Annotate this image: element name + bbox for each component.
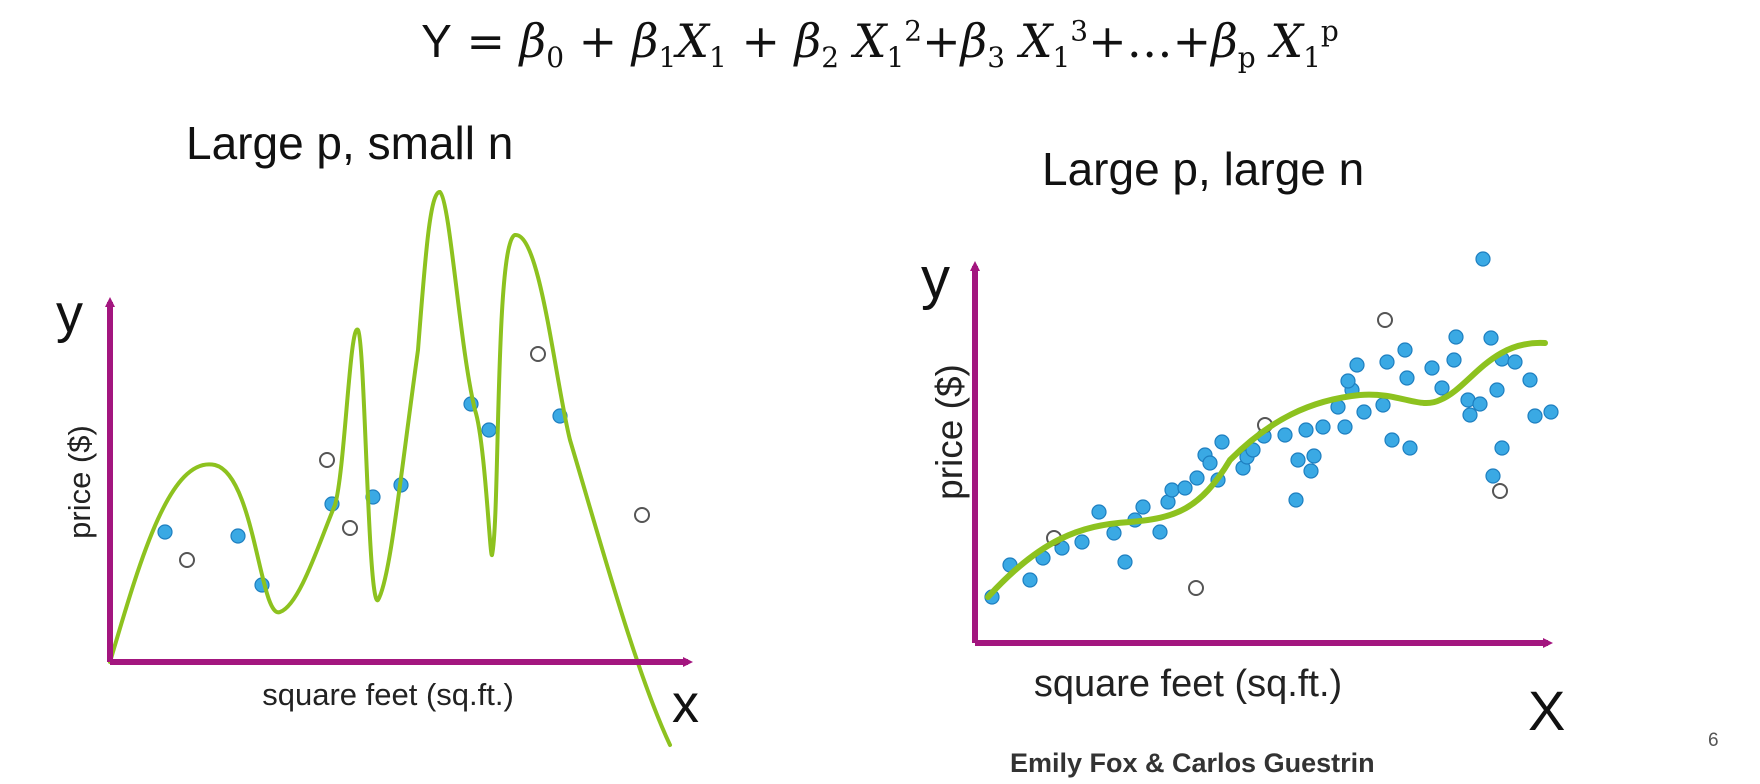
left-panel-title: Large p, small n [186, 117, 514, 169]
right-panel-title: Large p, large n [1042, 143, 1365, 195]
data-point [481, 422, 497, 438]
left-x-label: square feet (sq.ft.) [262, 677, 514, 712]
data-point [1424, 360, 1440, 376]
data-point [1288, 492, 1304, 508]
data-point [1315, 419, 1331, 435]
data-point [1527, 408, 1543, 424]
holdout-point [1377, 312, 1393, 328]
left-y-axis-letter: y [56, 284, 83, 344]
right-y-axis-letter: y [921, 246, 950, 311]
right-x-label: square feet (sq.ft.) [1034, 663, 1342, 705]
data-point [1106, 525, 1122, 541]
data-point [1448, 329, 1464, 345]
data-point [1349, 357, 1365, 373]
data-point [1522, 372, 1538, 388]
right-fit-curve [985, 339, 1548, 600]
data-point [1397, 342, 1413, 358]
data-point [1177, 480, 1193, 496]
holdout-point [179, 552, 195, 568]
data-point [1202, 455, 1218, 471]
data-point [1189, 470, 1205, 486]
data-point [230, 528, 246, 544]
left-x-axis-letter: x [672, 674, 699, 734]
data-point [1399, 370, 1415, 386]
left-overfit-curve [108, 190, 672, 747]
data-point [1091, 504, 1107, 520]
data-point [1489, 382, 1505, 398]
data-point [1402, 440, 1418, 456]
data-point [1462, 407, 1478, 423]
left-y-label: price ($) [62, 425, 97, 539]
data-point [1356, 404, 1372, 420]
data-point [1507, 354, 1523, 370]
data-point [1384, 432, 1400, 448]
data-point [1277, 427, 1293, 443]
data-point [1306, 448, 1322, 464]
page-number: 6 [1708, 730, 1719, 751]
data-point [1340, 373, 1356, 389]
data-point [1164, 482, 1180, 498]
data-point [1214, 434, 1230, 450]
right-y-label: price ($) [929, 364, 970, 500]
right-panel: y X price ($) square feet (sq.ft.) [921, 246, 1565, 742]
holdout-point [1188, 580, 1204, 596]
data-point [1303, 463, 1319, 479]
data-point [1483, 330, 1499, 346]
data-point [1290, 452, 1306, 468]
data-point [1022, 572, 1038, 588]
data-point [1375, 397, 1391, 413]
left-panel: y x price ($) square feet (sq.ft.) [56, 190, 699, 747]
data-point [1298, 422, 1314, 438]
data-point [1494, 440, 1510, 456]
holdout-point [319, 452, 335, 468]
footer-authors: Emily Fox & Carlos Guestrin [1010, 748, 1375, 778]
polynomial-formula: Y = β0 + β1X1 + β2 X12+β3 X13+…+βp X1p [421, 14, 1339, 75]
holdout-point [1492, 483, 1508, 499]
data-point [1543, 404, 1559, 420]
holdout-point [634, 507, 650, 523]
data-point [1117, 554, 1133, 570]
data-point [1485, 468, 1501, 484]
data-point [1074, 534, 1090, 550]
data-point [1152, 524, 1168, 540]
data-point [157, 524, 173, 540]
data-point [1446, 352, 1462, 368]
data-point [1472, 396, 1488, 412]
data-point [1135, 499, 1151, 515]
data-point [1434, 380, 1450, 396]
data-point [1379, 354, 1395, 370]
holdout-point [530, 346, 546, 362]
right-data-points [984, 251, 1559, 605]
holdout-point [342, 520, 358, 536]
data-point [1475, 251, 1491, 267]
data-point [1337, 419, 1353, 435]
right-x-axis-letter: X [1528, 679, 1565, 742]
